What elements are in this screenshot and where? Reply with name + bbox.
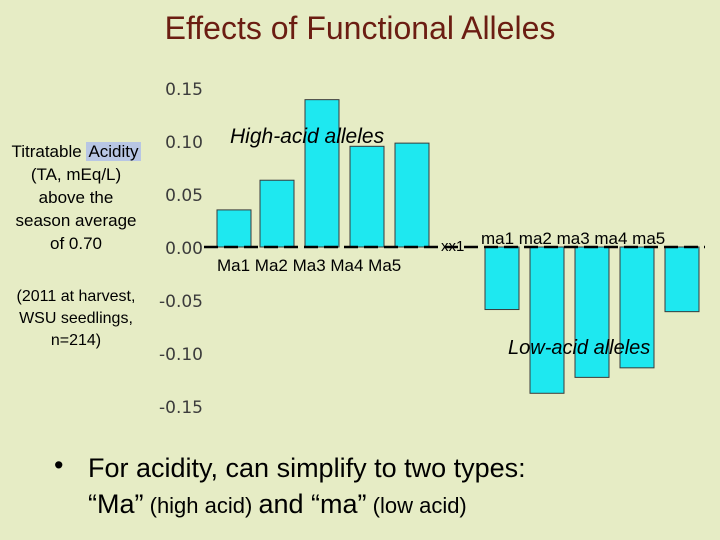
- bar-ma2: [259, 179, 295, 248]
- bar-ma2: [529, 246, 565, 394]
- y-axis-label: Titratable Acidity (TA, mEq/L) above the…: [0, 140, 152, 255]
- sample-note-line2: WSU seedlings,: [19, 310, 133, 327]
- slide-title: Effects of Functional Alleles: [164, 10, 556, 46]
- y-axis-label-line3: above the: [38, 188, 114, 207]
- sample-note-line3: n=214): [50, 332, 102, 349]
- low-acid-label: Low-acid alleles: [508, 337, 650, 359]
- and-word: and: [258, 489, 312, 519]
- bar-ma1: [484, 246, 520, 311]
- bullet-text: For acidity, can simplify to two types: …: [88, 450, 526, 524]
- bar-ma4: [349, 145, 385, 248]
- bar-ma1: [216, 209, 252, 248]
- bar-ma3: [304, 99, 340, 248]
- high-acid-label: High-acid alleles: [230, 125, 385, 148]
- ma-desc: (high acid): [143, 493, 259, 518]
- bar-ma5: [664, 246, 700, 313]
- y-tick-label: -0.05: [159, 292, 203, 312]
- sample-note-line1: (2011 at harvest,: [16, 288, 136, 305]
- y-axis-label-line4: season average: [15, 211, 137, 230]
- y-axis-label-line5: of 0.70: [50, 234, 102, 253]
- y-axis-label-prefix: Titratable: [11, 142, 87, 161]
- y-axis-label-line2: (TA, mEq/L): [30, 165, 122, 184]
- bar-ma4: [619, 246, 655, 369]
- ma-lower-desc: (low acid): [366, 493, 467, 518]
- y-tick-label: 0.10: [165, 133, 203, 153]
- low-allele-axis-label: ma1 ma2 ma3 ma4 ma5: [481, 229, 665, 248]
- y-tick-label: -0.10: [159, 345, 203, 365]
- high-allele-axis-label: Ma1 Ma2 Ma3 Ma4 Ma5: [217, 256, 401, 275]
- y-tick-label: 0.00: [165, 239, 203, 259]
- bullet-dot: •: [54, 450, 64, 480]
- y-axis-label-highlight: Acidity: [86, 142, 141, 161]
- bar-ma5: [394, 142, 430, 248]
- ma-term: “Ma”: [88, 489, 144, 519]
- bullet-line1: For acidity, can simplify to two types:: [88, 453, 526, 483]
- xx1-label: xx1: [441, 238, 464, 255]
- y-tick-label: -0.15: [159, 398, 203, 418]
- y-tick-label: 0.05: [165, 186, 203, 206]
- bar-ma3: [574, 246, 610, 378]
- ma-lower-term: “ma”: [311, 489, 367, 519]
- y-tick-label: 0.15: [165, 80, 203, 100]
- sample-note: (2011 at harvest, WSU seedlings, n=214): [0, 286, 152, 352]
